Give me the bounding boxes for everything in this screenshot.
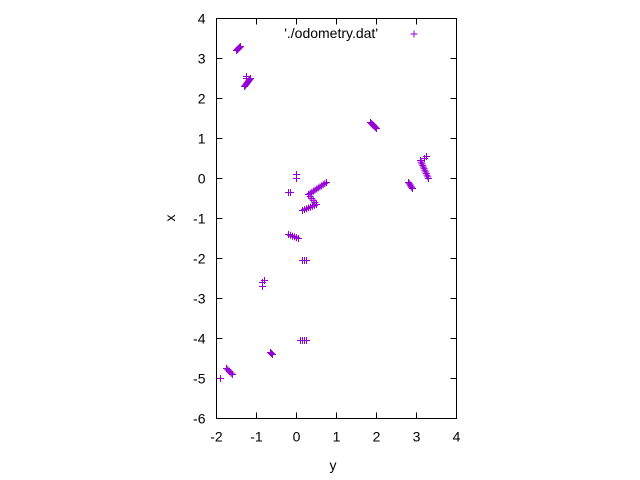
data-point <box>423 171 431 179</box>
legend: './odometry.dat' <box>284 25 418 41</box>
data-point <box>422 170 430 178</box>
data-point <box>229 371 236 378</box>
x-axis-label: y <box>330 457 337 473</box>
y-axis-label: x <box>162 215 178 222</box>
y-tick-label: 1 <box>198 131 206 147</box>
data-point <box>245 76 253 84</box>
data-point <box>421 166 429 174</box>
data-point <box>236 43 244 51</box>
legend-marker-symbol <box>410 30 418 38</box>
data-point <box>417 157 424 164</box>
data-point <box>287 189 294 196</box>
data-point <box>419 163 427 171</box>
legend-marker <box>410 30 418 38</box>
x-tick-label: 3 <box>413 429 421 445</box>
data-point <box>235 44 243 52</box>
data-point <box>423 153 430 160</box>
data-point <box>227 369 235 377</box>
axis-ticks: -2 -1 0 1 2 3 4 -6 -5 -4 -3 -2 -1 0 1 2 3 4 <box>193 11 461 445</box>
data-point <box>425 175 432 182</box>
data-point <box>293 175 300 182</box>
data-point <box>217 375 224 382</box>
y-tick-label: 2 <box>198 91 206 107</box>
data-points <box>217 43 432 382</box>
data-point <box>419 161 427 169</box>
y-tick-label: -5 <box>193 371 206 387</box>
data-point <box>237 43 244 50</box>
y-tick-label: -3 <box>193 291 206 307</box>
data-point <box>235 44 243 52</box>
data-point <box>269 351 276 358</box>
y-tick-label: -4 <box>193 331 206 347</box>
data-point <box>259 283 266 290</box>
x-tick-label: 1 <box>333 429 341 445</box>
data-point <box>424 173 432 181</box>
data-point <box>418 160 426 168</box>
x-tick-label: 0 <box>293 429 301 445</box>
y-tick-label: -1 <box>193 211 206 227</box>
x-tick-label: 4 <box>453 429 461 445</box>
y-tick-label: 4 <box>198 11 206 27</box>
y-tick-label: -2 <box>193 251 206 267</box>
data-point <box>295 235 302 242</box>
legend-label: './odometry.dat' <box>284 25 378 41</box>
data-point <box>373 125 380 132</box>
y-tick-label: -6 <box>193 411 206 427</box>
data-point <box>422 168 430 176</box>
data-point <box>321 180 329 188</box>
data-point <box>247 75 254 82</box>
data-point <box>303 257 310 264</box>
x-tick-label: -2 <box>210 429 223 445</box>
data-point <box>408 183 416 191</box>
y-tick-label: 0 <box>198 171 206 187</box>
y-tick-label: 3 <box>198 51 206 67</box>
x-tick-label: -1 <box>250 429 263 445</box>
data-point <box>261 277 268 284</box>
data-point <box>372 124 380 132</box>
data-point <box>323 179 330 186</box>
data-point <box>420 165 428 173</box>
data-point <box>417 158 425 166</box>
data-point <box>409 185 416 192</box>
data-point <box>371 123 379 131</box>
data-point <box>246 75 254 83</box>
x-tick-label: 2 <box>373 429 381 445</box>
data-point <box>303 337 310 344</box>
data-point <box>268 350 275 357</box>
